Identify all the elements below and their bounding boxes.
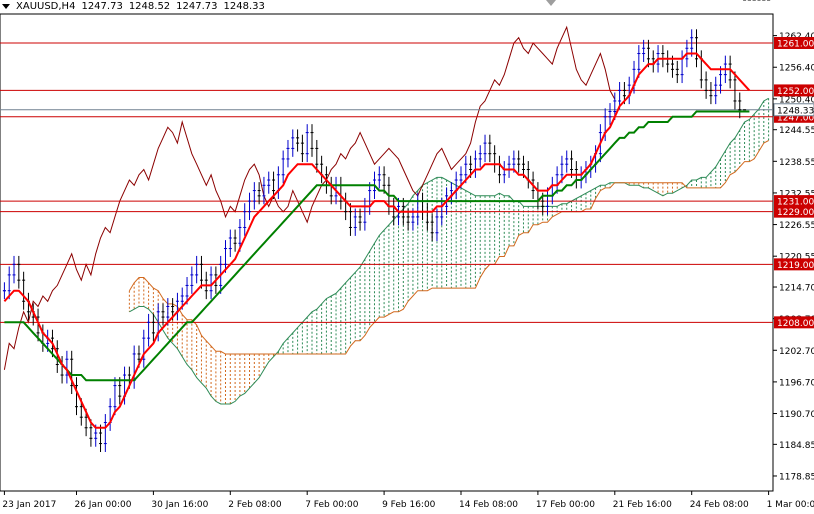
y-axis-tick-label: 1232.55 — [779, 189, 814, 199]
low-value: 1247.73 — [176, 1, 218, 12]
dropdown-triangle-icon[interactable] — [2, 3, 10, 9]
open-value: 1247.73 — [81, 1, 123, 12]
y-axis-tick-label: 1250.40 — [779, 95, 814, 105]
level-tag-label: 1231.00 — [777, 198, 814, 208]
current-price-tag-label: 1248.33 — [777, 106, 814, 116]
chart-shift-marker-icon[interactable] — [546, 0, 556, 6]
level-tag-label: 1219.00 — [777, 261, 814, 271]
x-axis-tick-label: 24 Feb 08:00 — [690, 500, 749, 510]
x-axis-tick-label: 2 Feb 08:00 — [228, 500, 282, 510]
y-axis-tick-label: 1184.85 — [779, 441, 814, 451]
x-axis-tick-label: 21 Feb 16:00 — [613, 500, 672, 510]
current-price-tag — [773, 103, 814, 117]
y-axis-tick-label: 1220.55 — [779, 253, 814, 263]
level-tag-label: 1208.00 — [777, 319, 814, 329]
senkou-span-a-line — [129, 97, 769, 405]
high-value: 1248.52 — [128, 1, 171, 12]
x-axis-tick-label: 17 Feb 00:00 — [536, 500, 595, 510]
symbol-info-bar: XAUUSD,H4 1247.73 1248.52 1247.73 1248.33 — [2, 1, 271, 12]
x-axis-tick-label: 7 Feb 00:00 — [305, 500, 359, 510]
level-tag-label: 1229.00 — [777, 208, 814, 218]
symbol-label: XAUUSD,H4 — [16, 1, 76, 12]
level-tag-label: 1261.00 — [777, 39, 814, 49]
level-tag — [774, 84, 814, 97]
y-axis-tick-label: 1256.40 — [779, 64, 814, 74]
level-tag — [774, 258, 814, 271]
senkou-span-b-line — [128, 140, 769, 355]
x-axis-tick-label: 9 Feb 16:00 — [382, 500, 436, 510]
y-axis-tick-label: 1202.70 — [779, 347, 814, 357]
x-axis-tick-label: 26 Jan 00:00 — [74, 500, 131, 510]
plot-area[interactable] — [0, 13, 774, 492]
tenkan-sen-line — [3, 52, 751, 429]
y-axis-tick-label: 1196.70 — [779, 378, 814, 388]
y-axis-tick-label: 1190.70 — [779, 410, 814, 420]
chikou-span-line — [3, 25, 616, 370]
kijun-sen-line — [4, 110, 750, 382]
y-axis-tick-label: 1214.70 — [779, 284, 814, 294]
level-tag — [774, 316, 814, 329]
level-tag-label: 1252.00 — [777, 87, 814, 97]
x-axis-tick-label: 23 Jan 2017 — [2, 500, 56, 510]
close-value: 1248.33 — [223, 1, 265, 12]
level-tag — [774, 36, 814, 49]
y-axis-tick-label: 1226.55 — [779, 221, 814, 231]
level-tag — [774, 205, 814, 218]
x-axis-tick-label: 1 Mar 00:00 — [767, 500, 814, 510]
x-axis-tick-label: 30 Jan 16:00 — [151, 500, 208, 510]
level-tag-label: 1247.00 — [777, 113, 814, 123]
y-axis-tick-label: 1238.55 — [779, 158, 814, 168]
y-axis-tick-label: 1178.85 — [779, 472, 814, 482]
y-axis-tick-label: 1244.55 — [779, 126, 814, 136]
x-axis-tick-label: 14 Feb 08:00 — [459, 500, 518, 510]
level-tag — [774, 195, 814, 208]
